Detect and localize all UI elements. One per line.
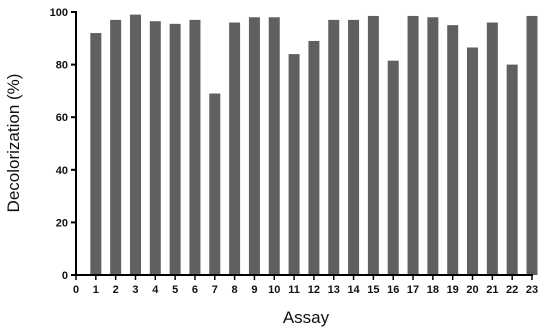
bar-assay-15 <box>367 15 379 275</box>
bar-assay-18 <box>427 17 439 275</box>
x-tick-label-15: 15 <box>367 284 379 296</box>
x-tick-label-16: 16 <box>387 284 399 296</box>
bar-assay-14 <box>348 19 360 275</box>
bars-layer <box>90 14 538 276</box>
bar-assay-10 <box>268 17 280 275</box>
bar-assay-12 <box>308 40 320 276</box>
bar-assay-20 <box>467 47 479 275</box>
bar-assay-9 <box>248 17 260 275</box>
x-axis-title: Assay <box>283 308 330 327</box>
x-tick-label-19: 19 <box>447 284 459 296</box>
x-tick-label-5: 5 <box>172 284 178 296</box>
y-axis-title: Decolorization (%) <box>4 74 23 213</box>
bar-assay-19 <box>447 25 459 276</box>
x-tick-label-4: 4 <box>152 284 159 296</box>
x-tick-label-9: 9 <box>251 284 257 296</box>
x-tick-label-10: 10 <box>268 284 280 296</box>
x-tick-label-1: 1 <box>93 284 99 296</box>
x-tick-label-14: 14 <box>347 284 360 296</box>
bar-assay-2 <box>110 19 122 275</box>
bar-assay-13 <box>328 19 340 275</box>
bar-assay-23 <box>526 15 538 275</box>
y-tick-label-0: 0 <box>62 270 68 282</box>
axes-layer <box>71 11 533 280</box>
y-tick-label-100: 100 <box>50 7 68 19</box>
x-tick-label-20: 20 <box>466 284 478 296</box>
x-tick-label-18: 18 <box>427 284 439 296</box>
x-tick-label-11: 11 <box>288 284 300 296</box>
bar-assay-22 <box>506 64 518 275</box>
x-tick-label-7: 7 <box>212 284 218 296</box>
y-tick-label-60: 60 <box>56 112 68 124</box>
x-tick-label-8: 8 <box>232 284 238 296</box>
x-tick-label-17: 17 <box>407 284 419 296</box>
x-tick-label-13: 13 <box>328 284 340 296</box>
x-tick-label-22: 22 <box>506 284 518 296</box>
bar-assay-3 <box>129 14 141 275</box>
x-tick-label-6: 6 <box>192 284 198 296</box>
x-tick-label-21: 21 <box>486 284 498 296</box>
bar-assay-7 <box>209 93 221 275</box>
x-tick-label-0: 0 <box>73 284 79 296</box>
bar-assay-16 <box>387 60 399 275</box>
bar-assay-17 <box>407 15 419 275</box>
x-tick-label-12: 12 <box>308 284 320 296</box>
x-tick-label-3: 3 <box>132 284 138 296</box>
bar-assay-4 <box>149 21 161 276</box>
bar-assay-11 <box>288 54 300 275</box>
y-tick-label-40: 40 <box>56 165 68 177</box>
bar-assay-6 <box>189 19 201 275</box>
x-tick-label-23: 23 <box>526 284 538 296</box>
bar-assay-1 <box>90 33 102 275</box>
bar-assay-8 <box>229 22 241 275</box>
y-tick-label-80: 80 <box>56 60 68 72</box>
y-tick-label-20: 20 <box>56 217 68 229</box>
bar-assay-21 <box>486 22 498 275</box>
bar-assay-5 <box>169 23 181 276</box>
x-tick-label-2: 2 <box>113 284 119 296</box>
